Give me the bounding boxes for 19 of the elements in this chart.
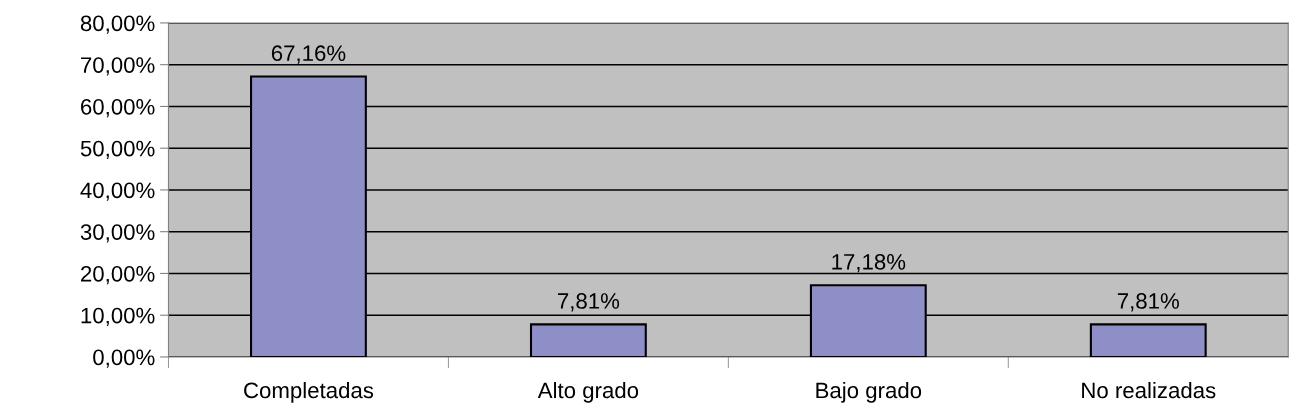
x-tick-label: Alto grado: [537, 381, 639, 403]
y-tick-label: 10,00%: [81, 307, 155, 327]
y-tick-label: 20,00%: [81, 265, 155, 285]
bar: [1089, 323, 1207, 357]
y-tick-label: 70,00%: [81, 57, 155, 76]
y-tick-label: 60,00%: [81, 98, 155, 118]
y-tick-label: 50,00%: [80, 140, 155, 160]
y-tick-label: 0,00%: [93, 349, 155, 368]
data-label: 7,81%: [1117, 293, 1179, 312]
x-tick-label: No realizadas: [1082, 381, 1216, 399]
data-label: 67,16%: [271, 45, 346, 64]
data-label: 7,81%: [558, 293, 620, 312]
bar: [529, 323, 647, 357]
data-label: 17,18%: [832, 253, 906, 273]
y-tick-label: 80,00%: [80, 15, 155, 34]
x-tick-label: Completadas: [244, 381, 374, 403]
y-tick-label: 40,00%: [80, 182, 155, 201]
y-tick-label: 30,00%: [80, 224, 155, 243]
x-tick-label: Bajo grado: [816, 381, 922, 403]
